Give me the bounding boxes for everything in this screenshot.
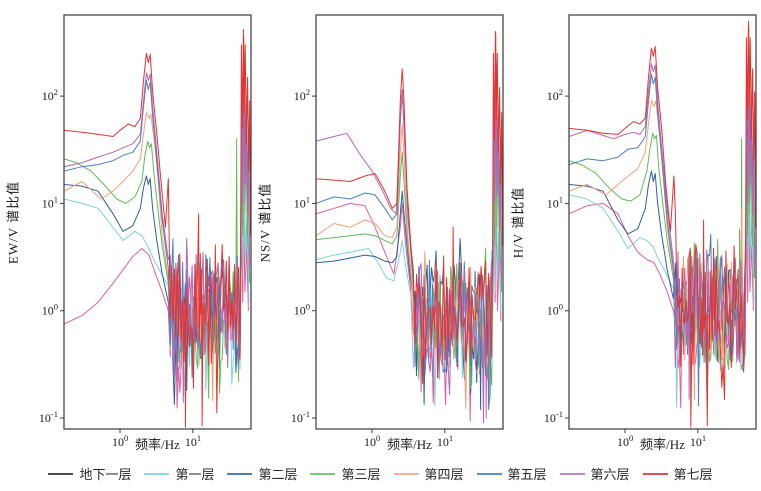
x-tick-label: 100 [617, 433, 633, 449]
legend-item-2: 第二层 [227, 464, 297, 483]
axis-frame [315, 14, 504, 430]
legend-swatch [48, 472, 74, 475]
x-tick-label: 100 [364, 433, 380, 449]
y-tick-label: 100 [547, 302, 563, 318]
legend-swatch [642, 472, 668, 475]
y-tick-label: 10-1 [39, 409, 58, 425]
legend: 地下一层 第一层 第二层 第三层 第四层 第五层 第六层 第七层 [0, 464, 761, 483]
legend-swatch [393, 472, 419, 475]
y-tick-label: 10-1 [544, 409, 563, 425]
y-tick-label: 101 [547, 194, 563, 210]
legend-swatch [476, 472, 502, 475]
subplot-nsv: NS/V 谱比值 10-1 100 101 102 100 101 频率/Hz [252, 0, 505, 462]
y-tick-label: 102 [547, 87, 563, 103]
legend-label: 第一层 [175, 467, 215, 482]
subplot-hv: H/V 谱比值 10-1 100 101 102 100 101 频率/Hz [505, 0, 758, 462]
series-line-1 [316, 160, 502, 407]
y-tick-label: 102 [294, 87, 310, 103]
x-tick-label: 100 [112, 433, 128, 449]
legend-item-1: 第一层 [144, 464, 214, 483]
series-line-7 [316, 31, 503, 384]
legend-label: 第三层 [341, 467, 381, 482]
series-line-7 [569, 20, 756, 428]
series-line-6 [64, 72, 250, 403]
legend-label: 第二层 [258, 467, 298, 482]
legend-label: 第七层 [673, 467, 713, 482]
legend-label: 第六层 [590, 467, 630, 482]
legend-item-6: 第六层 [559, 464, 630, 483]
x-tick-label: 101 [690, 433, 706, 449]
legend-swatch [227, 472, 253, 475]
chart-svg-0: 10-1 100 101 102 100 101 [39, 14, 252, 449]
subplot-ewv: EW/V 谱比值 10-1 100 101 102 100 101 频率/Hz [0, 0, 253, 462]
y-tick-label: 100 [42, 302, 58, 318]
y-tick-label: 101 [42, 194, 58, 210]
legend-swatch [559, 472, 585, 475]
legend-label: 第五层 [507, 467, 547, 482]
x-tick-label: 101 [185, 433, 201, 449]
legend-item-3: 第三层 [310, 464, 381, 483]
series-line-4 [64, 37, 250, 402]
legend-label: 地下一层 [79, 467, 132, 482]
legend-item-7: 第七层 [642, 464, 713, 483]
axis-frame [568, 14, 757, 430]
chart-svg-1: 10-1 100 101 102 100 101 [291, 14, 504, 449]
x-axis-label-ewv: 频率/Hz [135, 437, 180, 452]
legend-label: 第四层 [424, 467, 464, 482]
legend-item-5: 第五层 [476, 464, 547, 483]
axis-frame [63, 14, 252, 430]
x-axis-label-nsv: 频率/Hz [387, 437, 432, 452]
chart-svg-2: 10-1 100 101 102 100 101 [544, 14, 757, 449]
x-axis-label-hv: 频率/Hz [640, 437, 685, 452]
legend-item-4: 第四层 [393, 464, 464, 483]
y-tick-label: 102 [42, 87, 58, 103]
y-tick-label: 101 [294, 194, 310, 210]
series-line-7 [64, 28, 251, 428]
legend-item-0: 地下一层 [48, 464, 131, 483]
legend-swatch [310, 472, 336, 475]
x-tick-label: 101 [437, 433, 453, 449]
y-tick-label: 10-1 [291, 409, 310, 425]
y-tick-label: 100 [294, 302, 310, 318]
legend-swatch [144, 472, 170, 475]
